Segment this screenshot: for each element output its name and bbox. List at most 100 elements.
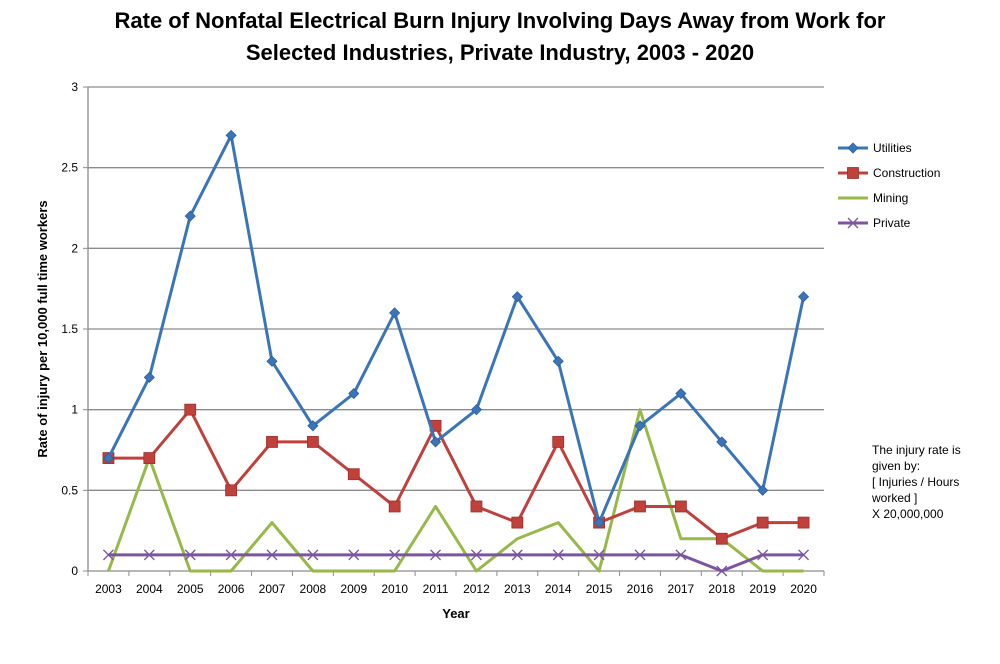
x-tick-label: 2017: [668, 582, 695, 596]
legend-label: Construction: [873, 166, 940, 180]
y-tick-label: 3: [71, 80, 78, 94]
series-mining: [107, 408, 804, 573]
x-tick-label: 2010: [381, 582, 408, 596]
data-point-diamond: [184, 210, 196, 222]
data-point-square: [552, 436, 565, 448]
data-point-x: [266, 549, 278, 561]
legend-item-mining: Mining: [838, 191, 908, 205]
x-tick-label: 2014: [545, 582, 572, 596]
data-point-square: [797, 516, 810, 529]
data-point-diamond: [307, 420, 319, 432]
x-tick-label: 2015: [586, 582, 613, 596]
data-point-x: [552, 549, 564, 561]
data-point-diamond: [593, 517, 605, 529]
x-tick-label: 2006: [218, 582, 245, 596]
x-tick-label: 2007: [259, 582, 286, 596]
data-point-x: [798, 549, 810, 561]
data-point-diamond: [634, 420, 646, 432]
data-point-square: [674, 500, 687, 513]
x-tick-label: 2020: [790, 582, 817, 596]
x-tick-label: 2019: [749, 582, 776, 596]
x-tick-label: 2003: [95, 582, 122, 596]
chart-title-line-1: Rate of Nonfatal Electrical Burn Injury …: [115, 8, 886, 33]
note-line: The injury rate is: [872, 443, 961, 457]
data-point-diamond: [847, 142, 859, 154]
y-tick-label: 0: [71, 564, 78, 578]
x-tick-label: 2012: [463, 582, 490, 596]
data-point-x: [389, 549, 401, 561]
series-line-construction: [108, 408, 804, 541]
series-utilities: [102, 129, 810, 529]
data-point-diamond: [225, 129, 237, 141]
data-point-square: [470, 500, 483, 513]
legend-item-private: Private: [838, 216, 911, 230]
legend-item-utilities: Utilities: [838, 141, 912, 155]
data-point-x: [470, 549, 482, 561]
series-line-private: [108, 553, 804, 573]
data-point-diamond: [143, 371, 155, 383]
data-point-square: [184, 403, 197, 416]
note-line: [ Injuries / Hours: [872, 475, 960, 489]
data-point-diamond: [389, 307, 401, 319]
data-point-diamond: [552, 355, 564, 367]
data-point-square: [347, 468, 360, 481]
x-axis-label: Year: [442, 606, 469, 621]
x-tick-label: 2013: [504, 582, 531, 596]
x-tick-label: 2005: [177, 582, 204, 596]
note-line: worked ]: [872, 491, 918, 505]
data-point-diamond: [716, 436, 728, 448]
y-axis-label: Rate of injury per 10,000 full time work…: [35, 200, 50, 457]
data-point-square: [715, 532, 728, 545]
series-line-mining: [107, 408, 804, 573]
x-tick-label: 2018: [708, 582, 735, 596]
data-point-x: [430, 549, 442, 561]
data-point-diamond: [511, 291, 523, 303]
data-point-square: [847, 167, 859, 179]
series-line-utilities: [107, 133, 806, 525]
data-point-square: [306, 436, 319, 448]
data-point-square: [634, 500, 646, 513]
data-point-diamond: [348, 387, 360, 400]
data-point-x: [593, 549, 605, 561]
legend-item-construction: Construction: [838, 166, 940, 180]
data-point-x: [348, 549, 360, 561]
x-tick-label: 2016: [627, 582, 654, 596]
data-point-square: [225, 484, 238, 497]
x-tick-label: 2009: [340, 582, 367, 596]
data-point-square: [388, 500, 401, 513]
note-line: X 20,000,000: [872, 507, 944, 521]
data-point-square: [511, 516, 524, 529]
x-tick-label: 2011: [423, 582, 449, 596]
y-tick-label: 1.5: [61, 322, 78, 336]
series-private: [102, 549, 810, 577]
data-point-diamond: [797, 291, 810, 303]
data-point-x: [675, 549, 687, 561]
data-point-x: [634, 549, 646, 561]
data-point-diamond: [102, 452, 115, 464]
data-point-x: [757, 549, 769, 561]
data-point-diamond: [266, 355, 278, 367]
data-point-x: [184, 549, 196, 561]
data-point-x: [716, 565, 728, 577]
data-point-diamond: [675, 387, 687, 400]
x-tick-label: 2008: [300, 582, 327, 596]
data-point-x: [102, 549, 114, 561]
chart-title-line-2: Selected Industries, Private Industry, 2…: [246, 40, 754, 65]
data-point-diamond: [470, 404, 483, 416]
data-point-diamond: [757, 484, 769, 496]
y-tick-label: 2: [71, 241, 78, 255]
legend-label: Mining: [873, 191, 908, 205]
data-point-diamond: [429, 436, 442, 448]
data-point-x: [143, 549, 155, 561]
y-tick-label: 1: [71, 403, 78, 417]
data-point-x: [847, 217, 859, 229]
data-point-x: [307, 549, 319, 561]
data-point-square: [143, 452, 156, 464]
y-tick-label: 0.5: [61, 483, 78, 497]
legend-label: Private: [873, 216, 911, 230]
data-point-x: [511, 549, 523, 561]
data-point-square: [756, 516, 769, 529]
injury-rate-note: The injury rate is given by: [ Injuries …: [872, 442, 982, 522]
